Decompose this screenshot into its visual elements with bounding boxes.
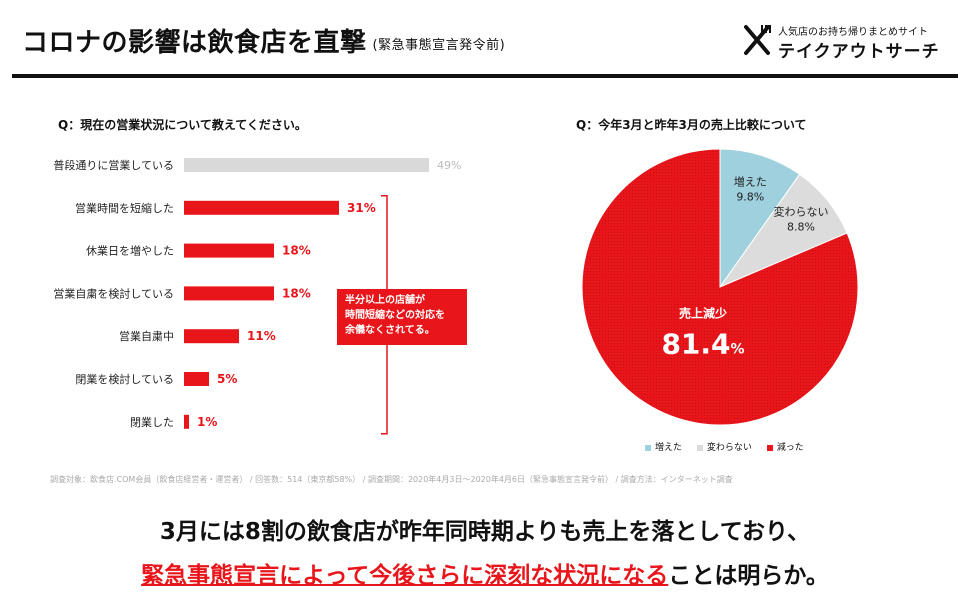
pie-slice-label: 増えた [734, 176, 767, 189]
logo-tagline: 人気店のお持ち帰りまとめサイト [778, 27, 928, 38]
callout-line: 時間短縮などの対応を [345, 310, 445, 321]
bar [184, 243, 274, 258]
bar-chart: 普段通りに営業している 49% 営業時間を短縮した 31% 休業日を増やした 18% 営業自… [53, 158, 461, 435]
fork-knife-icon [744, 25, 771, 55]
bar-category-label: 普段通りに営業している [53, 158, 174, 172]
bar [184, 372, 209, 386]
pie-legend: 増えた 変わらない 減った [645, 440, 816, 453]
bar-value-label: 11% [247, 329, 276, 343]
pie-slice [581, 148, 859, 426]
bar-category-label: 営業自粛中 [119, 329, 174, 343]
bar-category-label: 営業自粛を検討している [53, 286, 174, 300]
callout-box: 半分以上の店舗が 時間短縮などの対応を 余儀なくされてる。 [337, 289, 467, 345]
bar [184, 158, 429, 172]
legend-swatch [696, 444, 703, 451]
pie-slice-label: 売上減少 [679, 305, 727, 320]
page-subtitle: (緊急事態宣言発令前) [372, 38, 506, 53]
pie-value-label: 81.4% [661, 327, 744, 360]
header: コロナの影響は飲食店を直撃 (緊急事態宣言発令前) 人気店のお持ち帰りまとめサイト… [0, 0, 970, 78]
bar-value-label: 18% [282, 286, 311, 300]
bar [184, 286, 274, 301]
conclusion-rest: ことは明らか。 [668, 563, 829, 589]
bar [184, 200, 339, 215]
legend-swatch [766, 444, 773, 451]
callout-line: 半分以上の店舗が [345, 295, 425, 306]
pie-value-label: 9.8% [736, 191, 764, 204]
logo-name: テイクアウトサーチ [778, 42, 940, 62]
pie-chart-title: Q：今年3月と昨年3月の売上比較について [576, 118, 807, 132]
legend-item: 変わらない [696, 440, 752, 453]
pie-slice [719, 148, 801, 289]
bar-value-label: 18% [282, 244, 311, 258]
bar-category-label: 閉業を検討している [75, 372, 174, 386]
bar-value-label: 31% [347, 201, 376, 215]
bar-chart-title: Q：現在の営業状況について教えてください。 [58, 118, 307, 132]
page-title: コロナの影響は飲食店を直撃 (緊急事態宣言発令前) [22, 28, 506, 58]
survey-footnote: 調査対象：飲食店.COM会員（飲食店経営者・運営者） / 回答数：514（東京都… [50, 475, 733, 484]
pie-slice-label: 変わらない [773, 205, 828, 219]
pie-value-unit: % [731, 341, 745, 357]
conclusion-line-2: 緊急事態宣言によって今後さらに深刻な状況になることは明らか。 [0, 556, 970, 590]
bar-value-label: 49% [437, 159, 461, 172]
callout-line: 余儀なくされてる。 [345, 325, 435, 336]
pie-chart: 増えた 9.8% 変わらない 8.8% 売上減少 81.4% [581, 148, 859, 426]
site-logo[interactable]: 人気店のお持ち帰りまとめサイト テイクアウトサーチ [736, 20, 951, 64]
conclusion-line-1: 3月には8割の飲食店が昨年同時期よりも売上を落としており、 [159, 519, 811, 545]
bar-category-label: 閉業した [130, 416, 174, 429]
bar [184, 414, 189, 429]
pie-value-label: 8.8% [787, 221, 815, 234]
bar [184, 329, 239, 344]
conclusion-highlight: 緊急事態宣言によって今後さらに深刻な状況になる [141, 563, 669, 589]
legend-item: 減った [766, 440, 804, 453]
bar-value-label: 5% [217, 372, 237, 386]
bar-category-label: 休業日を増やした [86, 245, 174, 258]
bar-category-label: 営業時間を短縮した [75, 201, 174, 215]
legend-item: 増えた [645, 440, 682, 453]
bar-value-label: 1% [197, 415, 217, 429]
header-divider [12, 74, 958, 78]
legend-swatch [645, 444, 651, 451]
